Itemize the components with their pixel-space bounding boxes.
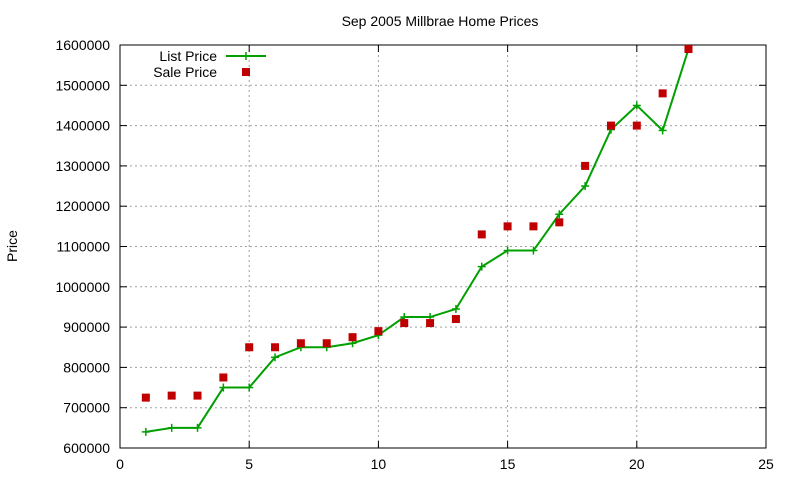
data-point	[658, 89, 667, 98]
x-tick-label: 10	[371, 456, 387, 472]
data-point	[219, 373, 228, 382]
data-point	[477, 230, 486, 239]
series-line	[145, 48, 690, 433]
data-point	[167, 391, 176, 400]
y-tick-label: 900000	[63, 319, 110, 335]
y-tick-label: 600000	[63, 440, 110, 456]
data-point	[271, 343, 280, 352]
series-layer	[141, 45, 693, 436]
data-point	[684, 45, 693, 54]
data-point	[632, 121, 641, 130]
data-point	[529, 246, 538, 255]
x-tick-label: 25	[758, 456, 774, 472]
y-axis-title: Price	[4, 230, 20, 262]
data-point	[451, 315, 460, 324]
data-point	[529, 222, 538, 231]
data-point	[141, 427, 150, 436]
chart-title: Sep 2005 Millbrae Home Prices	[342, 13, 539, 29]
y-tick-label: 700000	[63, 400, 110, 416]
data-point	[606, 121, 615, 130]
data-point	[245, 383, 254, 392]
x-tick-label: 20	[629, 456, 645, 472]
data-point	[245, 343, 254, 352]
data-point	[167, 423, 176, 432]
legend-marker	[242, 68, 250, 76]
x-tick-label: 5	[245, 456, 253, 472]
data-point	[296, 339, 305, 348]
grid	[120, 45, 766, 448]
data-point	[555, 210, 564, 219]
y-tick-label: 1300000	[55, 158, 110, 174]
data-point	[141, 393, 150, 402]
y-tick-label: 1500000	[55, 77, 110, 93]
data-point	[271, 353, 280, 362]
data-point	[374, 327, 383, 336]
data-point	[477, 262, 486, 271]
axis-ticks: 0 5 10 15 20 25 600000 700000 800000 900000 100000…	[55, 37, 774, 472]
data-point	[193, 423, 202, 432]
series-list-price	[141, 45, 693, 436]
y-tick-label: 1600000	[55, 37, 110, 53]
x-tick-label: 0	[116, 456, 124, 472]
y-tick-label: 800000	[63, 359, 110, 375]
data-point	[503, 222, 512, 231]
data-point	[632, 101, 641, 110]
legend-label: List Price	[159, 48, 217, 64]
data-point	[219, 383, 228, 392]
legend-marker	[242, 52, 250, 60]
data-point	[322, 339, 331, 348]
y-tick-label: 1400000	[55, 118, 110, 134]
y-tick-label: 1200000	[55, 198, 110, 214]
series-sale-price	[141, 45, 693, 402]
y-tick-label: 1100000	[57, 239, 111, 255]
data-point	[581, 182, 590, 191]
legend-label: Sale Price	[153, 64, 217, 80]
data-point	[555, 218, 564, 227]
data-point	[193, 391, 202, 400]
y-tick-label: 1000000	[55, 279, 110, 295]
data-point	[348, 333, 357, 342]
data-point	[658, 126, 667, 135]
data-point	[451, 304, 460, 313]
x-tick-label: 15	[500, 456, 516, 472]
data-point	[581, 161, 590, 170]
data-point	[503, 246, 512, 255]
data-point	[400, 319, 409, 328]
data-point	[426, 319, 435, 328]
